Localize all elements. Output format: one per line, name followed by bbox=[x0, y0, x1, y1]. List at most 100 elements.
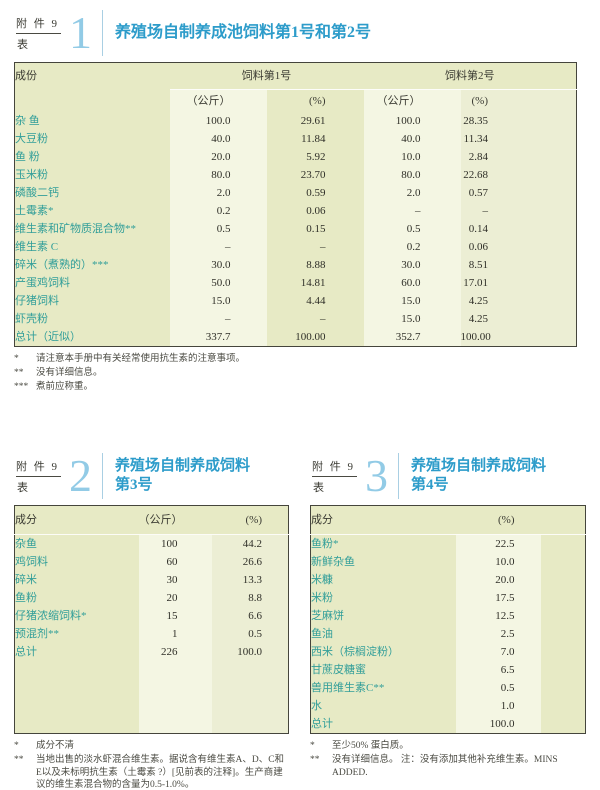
footnote-text: 煮前应称重。 bbox=[36, 381, 94, 392]
table-1-head: 成份 饲料第1号 饲料第2号 （公斤） (%) （公斤） (%) bbox=[15, 62, 577, 112]
cell-pct2: 0.57 bbox=[460, 184, 577, 202]
table-row: 玉米粉 80.0 23.70 80.0 22.68 bbox=[15, 166, 577, 184]
cell-empty bbox=[541, 661, 586, 679]
cell-name: 西米（棕榈淀粉） bbox=[311, 646, 399, 658]
section-table-3: 附 件 9 表 3 养殖场自制养成饲料 第4号 成分 (%) 鱼粉* 22.5 新鲜… bbox=[310, 451, 586, 780]
cell-pct: 2.5 bbox=[455, 625, 541, 643]
cell-kg1: 15.0 bbox=[169, 292, 267, 310]
table-row: 杂 鱼 100.0 29.61 100.0 28.35 bbox=[15, 112, 577, 130]
table-word-label: 表 bbox=[313, 481, 324, 494]
table-3-body: 鱼粉* 22.5 新鲜杂鱼 10.0 米糠 20.0 米粉 17.5 芝麻饼 12.5 鱼油 2.5 西… bbox=[311, 534, 586, 734]
cell-name: 杂鱼 bbox=[15, 538, 37, 550]
col-header-ingredient: 成分 bbox=[14, 505, 139, 535]
footnote-marker: ** bbox=[14, 367, 24, 378]
cell-kg2: 352.7 bbox=[363, 328, 461, 347]
cell-kg2: 30.0 bbox=[363, 256, 461, 274]
cell-empty bbox=[541, 697, 586, 715]
cell-pct2: 11.34 bbox=[460, 130, 577, 148]
cell-pct: 26.6 bbox=[211, 553, 289, 571]
col-header-pct-1: (%) bbox=[309, 95, 326, 107]
annex-block: 附 件 9 表 bbox=[312, 458, 357, 495]
footnote: * 至少50% 蛋白质。 bbox=[310, 740, 585, 753]
cell-kg2: 100.0 bbox=[363, 112, 461, 130]
cell-name: 新鲜杂鱼 bbox=[311, 556, 355, 568]
cell-pct: 8.8 bbox=[211, 589, 289, 607]
cell-pct: 0.5 bbox=[455, 679, 541, 697]
filler-row bbox=[15, 661, 289, 734]
table-row: 虾壳粉 – – 15.0 4.25 bbox=[15, 310, 577, 328]
cell-pct: 100.0 bbox=[455, 715, 541, 734]
title-divider-rule bbox=[102, 453, 103, 499]
cell-name: 总计 bbox=[15, 646, 37, 658]
cell-pct: 10.0 bbox=[455, 553, 541, 571]
table-row: 仔猪浓缩饲料* 15 6.6 bbox=[15, 607, 289, 625]
cell-pct1: 5.92 bbox=[306, 151, 326, 163]
footnote: * 成分不清 bbox=[14, 740, 288, 753]
table-row: 磷酸二钙 2.0 0.59 2.0 0.57 bbox=[15, 184, 577, 202]
cell-empty bbox=[541, 715, 586, 734]
table-1-body: 杂 鱼 100.0 29.61 100.0 28.35 大豆粉 40.0 11.84 40.0 1… bbox=[15, 112, 577, 347]
footnote-text: 没有详细信息。 注：没有添加其他补充维生素。MINS ADDED. bbox=[332, 754, 558, 778]
cell-kg2: 40.0 bbox=[363, 130, 461, 148]
cell-pct: 13.3 bbox=[211, 571, 289, 589]
header-row-units: 成分 (%) bbox=[310, 505, 586, 535]
cell-kg1: 337.7 bbox=[169, 328, 267, 347]
table-row: 预混剂** 1 0.5 bbox=[15, 625, 289, 643]
cell-kg: 20 bbox=[138, 589, 212, 607]
cell-empty bbox=[541, 679, 586, 697]
title-divider-rule bbox=[102, 10, 103, 56]
cell-name: 仔猪饲料 bbox=[15, 295, 59, 307]
cell-pct1: 4.44 bbox=[306, 295, 326, 307]
col-header-kg-2: （公斤） bbox=[363, 89, 461, 112]
table-row: 维生素和矿物质混合物** 0.5 0.15 0.5 0.14 bbox=[15, 220, 577, 238]
footnote: *** 煮前应称重。 bbox=[14, 381, 576, 394]
cell-pct: 0.5 bbox=[211, 625, 289, 643]
cell-name: 鱼粉* bbox=[311, 538, 339, 550]
cell-name: 磷酸二钙 bbox=[15, 187, 59, 199]
cell-name: 鱼粉 bbox=[15, 592, 37, 604]
cell-kg: 60 bbox=[138, 553, 212, 571]
annex-label: 附 件 9 bbox=[312, 458, 357, 477]
table-2-body: 杂鱼 100 44.2 鸡饲料 60 26.6 碎米 30 13.3 鱼粉 20 8.8 仔猪浓缩饲料*… bbox=[15, 534, 289, 661]
section-2-header: 附 件 9 表 2 养殖场自制养成饲料 第3号 bbox=[14, 451, 288, 501]
cell-name: 米粉 bbox=[311, 592, 333, 604]
cell-kg: 1 bbox=[138, 625, 212, 643]
col-header-feed-1: 饲料第1号 bbox=[169, 62, 364, 90]
footnote-text: 成分不清 bbox=[36, 741, 75, 751]
cell-empty bbox=[15, 661, 139, 734]
cell-name: 虾壳粉 bbox=[15, 313, 48, 325]
footnote: ** 没有详细信息。 bbox=[14, 367, 576, 380]
cell-kg1: 0.5 bbox=[169, 220, 267, 238]
header-row-feeds: 成份 饲料第1号 饲料第2号 bbox=[15, 62, 577, 90]
table-row: 总计 100.0 bbox=[311, 715, 586, 734]
table-row: 兽用维生素C** 0.5 bbox=[311, 679, 586, 697]
cell-empty bbox=[541, 571, 586, 589]
cell-pct1: 11.84 bbox=[301, 133, 326, 145]
table-row: 甘蔗皮糖蜜 6.5 bbox=[311, 661, 586, 679]
cell-pct2: 17.01 bbox=[460, 274, 577, 292]
cell-name: 总计（近似） bbox=[15, 331, 81, 343]
cell-pct: 6.6 bbox=[211, 607, 289, 625]
col-header-pct: (%) bbox=[455, 505, 541, 535]
table-title: 养殖场自制养成饲料 第4号 bbox=[411, 458, 547, 493]
cell-name: 米糠 bbox=[311, 574, 333, 586]
cell-kg1: – bbox=[169, 310, 267, 328]
col-header-kg: （公斤） bbox=[138, 505, 212, 535]
section-1-header: 附 件 9 表 1 养殖场自制养成池饲料第1号和第2号 bbox=[14, 8, 576, 58]
cell-name: 甘蔗皮糖蜜 bbox=[311, 664, 366, 676]
annex-label: 附 件 9 bbox=[16, 15, 61, 34]
annex-label: 附 件 9 bbox=[16, 458, 61, 477]
cell-empty bbox=[541, 607, 586, 625]
footnote: ** 当地出售的淡水虾混合维生素。据说含有维生素A、D、C和E以及未标明抗生素（土… bbox=[14, 754, 288, 790]
cell-pct1: 0.59 bbox=[306, 187, 326, 199]
cell-pct2: 2.84 bbox=[460, 148, 577, 166]
cell-pct: 44.2 bbox=[211, 534, 289, 553]
cell-kg1: 0.2 bbox=[169, 202, 267, 220]
table-row: 芝麻饼 12.5 bbox=[311, 607, 586, 625]
cell-kg2: 10.0 bbox=[363, 148, 461, 166]
cell-kg1: 2.0 bbox=[169, 184, 267, 202]
cell-name: 总计 bbox=[311, 718, 333, 730]
cell-pct: 22.5 bbox=[455, 534, 541, 553]
table-2-head: 成分 （公斤） (%) bbox=[14, 505, 289, 535]
cell-kg: 30 bbox=[138, 571, 212, 589]
